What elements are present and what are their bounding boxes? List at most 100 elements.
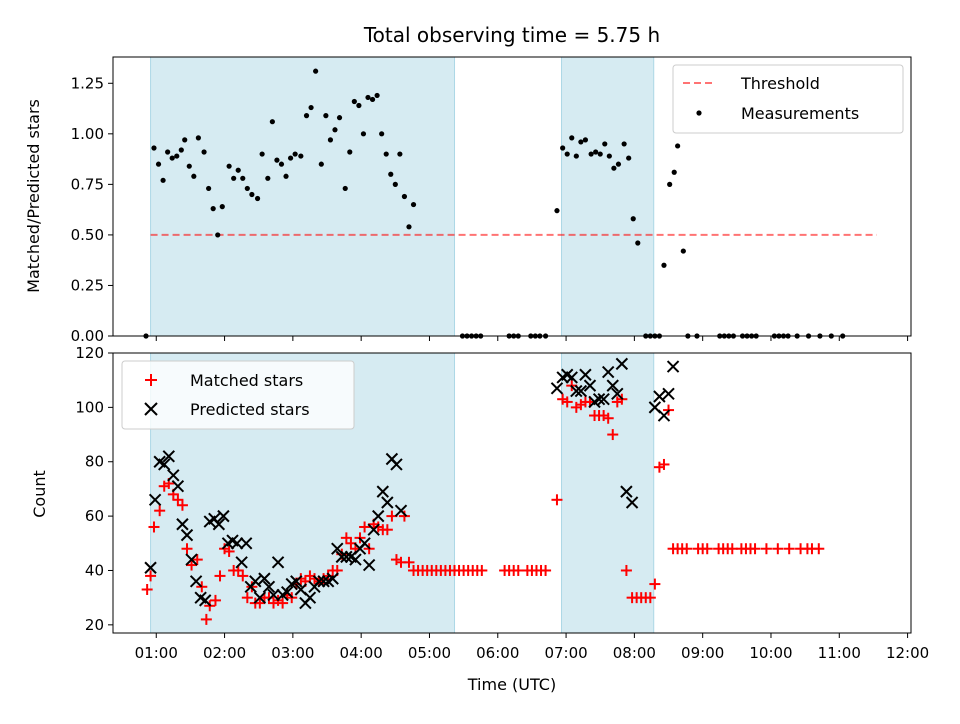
- measurement-point-93: [671, 169, 677, 175]
- measurement-point-16: [219, 204, 225, 210]
- measurement-point-42: [347, 149, 353, 155]
- predicted-point-37: [312, 575, 326, 588]
- measurement-point-11: [195, 135, 201, 141]
- legend-measurements-swatch: [696, 110, 702, 116]
- predicted-point-71: [620, 485, 633, 498]
- matched-point-15: [209, 594, 221, 606]
- measurement-point-14: [210, 206, 216, 212]
- cross-b: [326, 572, 339, 585]
- measurement-point-5: [169, 155, 175, 161]
- predicted-point-65: [592, 393, 606, 406]
- predicted-point-25: [258, 572, 271, 585]
- predicted-point-24: [253, 591, 267, 604]
- bottom-y-tick-label: 100: [75, 398, 104, 416]
- legend-measurements-label: Measurements: [741, 104, 859, 123]
- cross-b: [570, 384, 583, 398]
- predicted-point-26: [262, 580, 276, 593]
- predicted-point-1: [148, 493, 162, 507]
- bottom-y-axis-label: Count: [30, 470, 49, 518]
- matched-point-16: [214, 570, 226, 582]
- cross-b: [253, 591, 267, 604]
- predicted-point-45: [349, 553, 362, 566]
- cross-b: [144, 561, 157, 574]
- bottom-x-tick-label: 10:00: [749, 644, 792, 662]
- matched-point-105: [649, 578, 661, 590]
- measurement-point-82: [615, 161, 622, 167]
- predicted-point-20: [235, 556, 248, 569]
- predicted-point-15: [212, 518, 226, 531]
- predicted-point-72: [625, 496, 639, 509]
- matched-point-30: [277, 597, 289, 609]
- predicted-point-27: [267, 588, 280, 602]
- legend-matched-swatch: [145, 374, 157, 386]
- measurement-point-3: [160, 177, 166, 183]
- cross-b: [212, 518, 226, 531]
- cross-b: [148, 493, 162, 507]
- predicted-point-12: [199, 594, 212, 607]
- cross-b: [312, 575, 326, 588]
- measurement-point-83: [621, 141, 627, 147]
- predicted-point-66: [597, 393, 610, 406]
- predicted-point-74: [653, 390, 666, 403]
- cross-b: [653, 390, 666, 403]
- matched-point-58: [403, 556, 415, 568]
- cross-b: [574, 384, 588, 398]
- measurement-point-40: [336, 115, 343, 121]
- predicted-point-48: [362, 558, 376, 572]
- predicted-point-0: [144, 561, 157, 574]
- measurement-point-23: [254, 195, 261, 202]
- cross-b: [367, 523, 380, 536]
- predicted-point-19: [230, 537, 244, 550]
- measurement-point-78: [597, 151, 603, 157]
- measurement-point-7: [178, 147, 184, 153]
- measurement-point-4: [165, 149, 171, 155]
- measurement-point-22: [249, 191, 255, 198]
- measurement-point-91: [661, 262, 667, 268]
- matched-point-95: [602, 412, 614, 424]
- measurement-point-17: [226, 163, 232, 169]
- top-plot-frame: [112, 56, 912, 337]
- predicted-point-16: [217, 509, 230, 523]
- cross-b: [185, 553, 198, 566]
- matched-point-22: [241, 592, 253, 604]
- measurement-point-26: [269, 119, 275, 125]
- cross-b: [583, 379, 597, 392]
- matched-point-11: [191, 554, 203, 566]
- predicted-point-8: [180, 528, 194, 542]
- cross-b: [340, 550, 353, 564]
- cross-b: [565, 371, 578, 384]
- cross-b: [249, 575, 262, 588]
- measurement-point-80: [606, 153, 612, 159]
- measurement-point-53: [397, 151, 403, 157]
- top-y-tick-label: 0.00: [71, 327, 104, 345]
- cross-b: [290, 575, 303, 588]
- cross-b: [381, 496, 394, 509]
- cross-b: [615, 357, 629, 371]
- bottom-legend: Matched stars Predicted stars: [121, 360, 355, 430]
- cross-b: [561, 368, 574, 381]
- cross-b: [267, 588, 280, 602]
- cross-b: [167, 469, 180, 482]
- predicted-point-62: [579, 368, 592, 381]
- legend-predicted-label: Predicted stars: [190, 400, 310, 419]
- cross-b: [362, 558, 376, 572]
- cross-b: [317, 575, 330, 588]
- measurement-point-38: [327, 137, 334, 143]
- measurement-point-20: [240, 175, 246, 181]
- measurement-point-33: [303, 113, 310, 119]
- cross-b: [303, 591, 317, 604]
- predicted-point-70: [615, 357, 629, 371]
- measurement-point-75: [582, 137, 589, 143]
- matched-point-53: [381, 524, 393, 536]
- cross-b: [625, 496, 639, 509]
- measurement-point-44: [356, 102, 362, 109]
- predicted-point-40: [326, 572, 339, 585]
- measurement-point-48: [374, 92, 380, 99]
- predicted-point-28: [271, 556, 285, 569]
- bottom-x-tick-label: 07:00: [544, 644, 587, 662]
- predicted-point-60: [570, 384, 583, 398]
- predicted-point-43: [340, 550, 353, 564]
- predicted-point-55: [394, 504, 408, 517]
- cross-b: [162, 450, 175, 463]
- top-y-tick-label: 0.50: [71, 226, 104, 244]
